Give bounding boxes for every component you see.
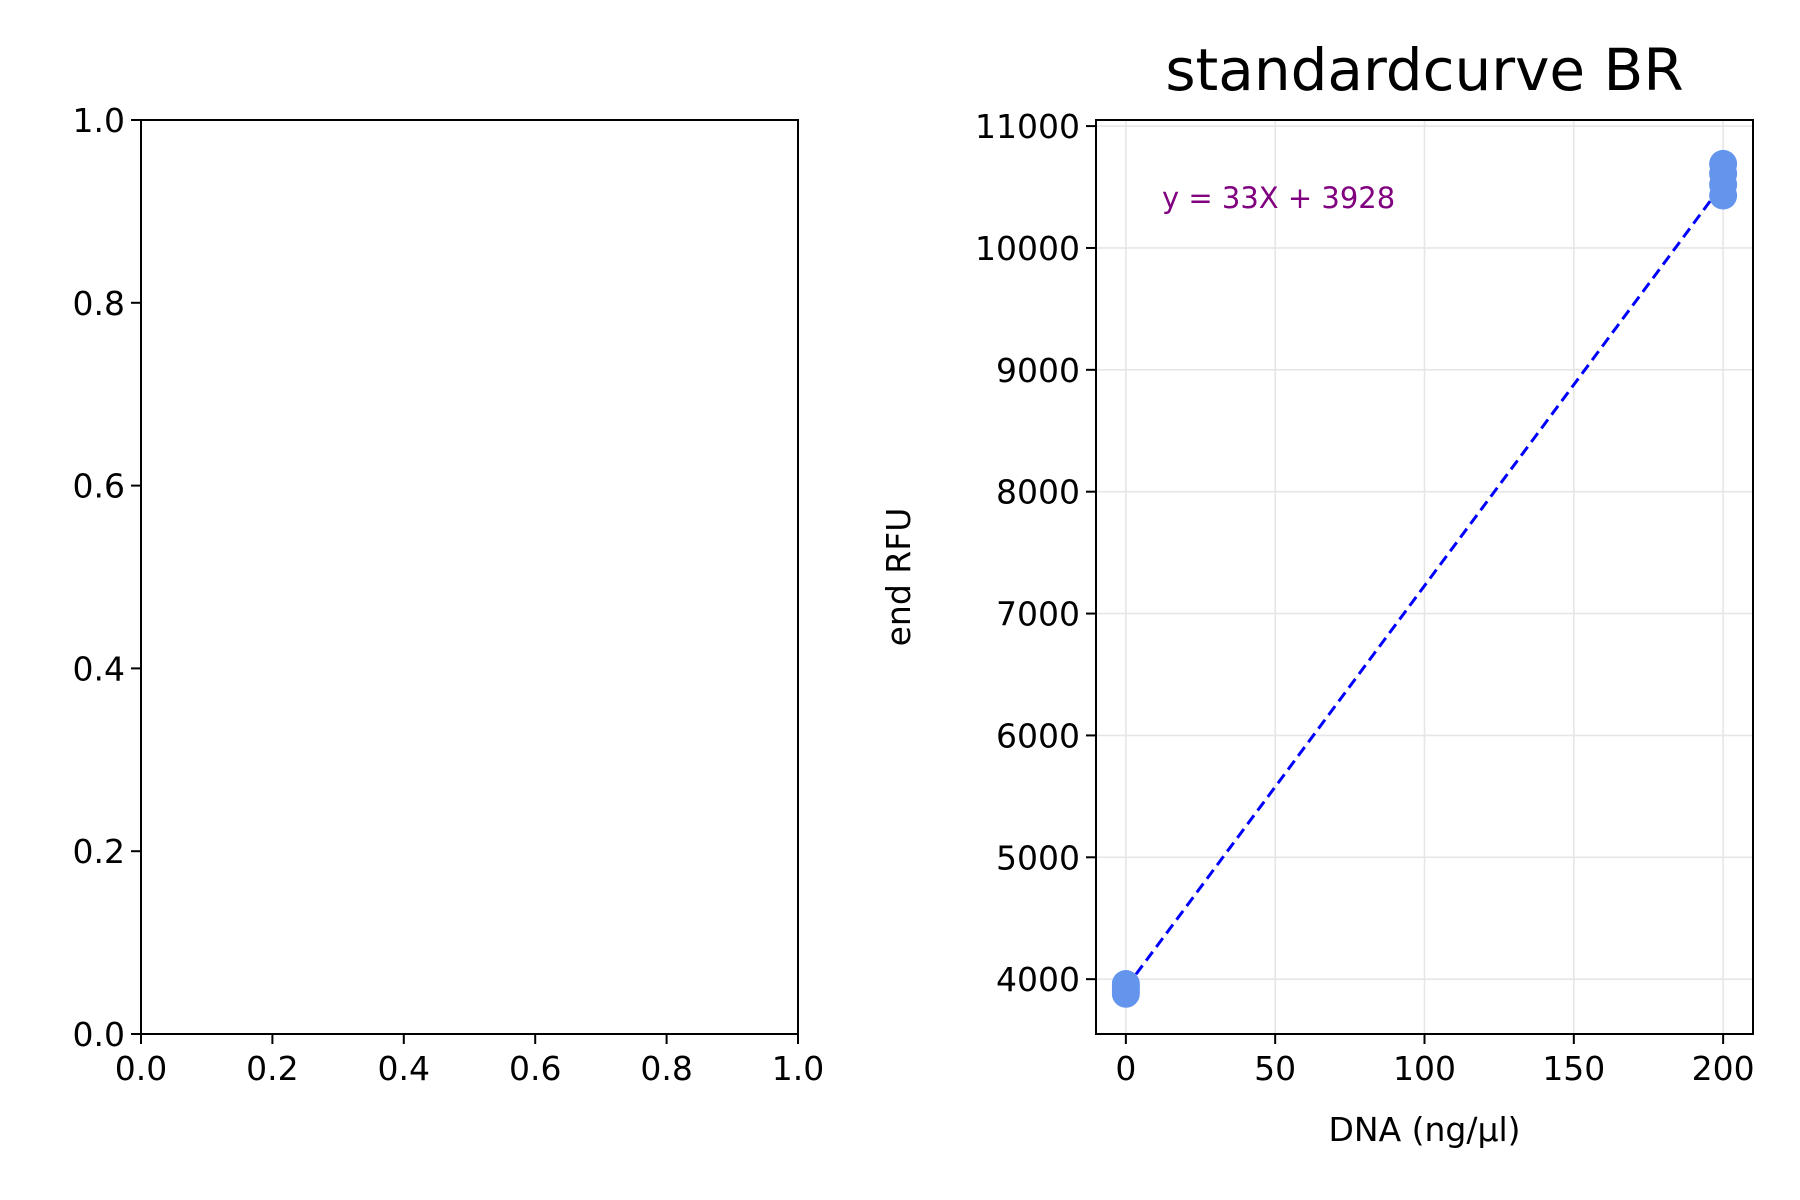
y-tick-label: 10000 bbox=[975, 229, 1080, 268]
x-tick-label: 0.2 bbox=[246, 1049, 298, 1088]
x-tick-label: 50 bbox=[1254, 1049, 1296, 1088]
x-tick-label: 100 bbox=[1393, 1049, 1456, 1088]
right-plot-frame bbox=[1095, 119, 1754, 1035]
x-tick-label: 0.0 bbox=[115, 1049, 167, 1088]
right-chart-title: standardcurve BR bbox=[1165, 36, 1683, 104]
y-tick-label: 0.6 bbox=[73, 467, 125, 506]
y-tick-label: 0.2 bbox=[73, 832, 125, 871]
y-tick-label: 5000 bbox=[996, 838, 1080, 877]
x-tick-label: 0 bbox=[1115, 1049, 1136, 1088]
fit-equation-annotation: y = 33X + 3928 bbox=[1162, 181, 1395, 215]
y-tick-label: 4000 bbox=[996, 960, 1080, 999]
data-points bbox=[1111, 149, 1738, 1008]
y-tick-label: 0.4 bbox=[73, 649, 125, 688]
y-tick-label: 11000 bbox=[975, 107, 1080, 146]
y-tick-label: 0.8 bbox=[73, 284, 125, 323]
right-y-axis-label: end RFU bbox=[879, 508, 918, 647]
y-tick-label: 7000 bbox=[996, 595, 1080, 634]
y-tick-label: 9000 bbox=[996, 351, 1080, 390]
x-tick-label: 1.0 bbox=[772, 1049, 824, 1088]
right-x-axis-label: DNA (ng/µl) bbox=[1328, 1110, 1520, 1149]
y-tick-label: 0.0 bbox=[73, 1015, 125, 1054]
right-grid bbox=[1096, 120, 1753, 1034]
right-x-ticks: 0 50 100 150 200 bbox=[1115, 1034, 1755, 1088]
x-tick-label: 0.6 bbox=[509, 1049, 561, 1088]
x-tick-label: 150 bbox=[1542, 1049, 1605, 1088]
left-x-ticks: 0.0 0.2 0.4 0.6 0.8 1.0 bbox=[115, 1034, 824, 1088]
right-y-ticks: 4000 5000 6000 7000 8000 9000 10000 11000 bbox=[975, 107, 1096, 999]
x-tick-label: 0.8 bbox=[640, 1049, 692, 1088]
right-axes: 0 50 100 150 200 4000 5000 6000 7000 8000 9000 100… bbox=[879, 36, 1755, 1149]
left-y-ticks: 0.0 0.2 0.4 0.6 0.8 1.0 bbox=[73, 101, 141, 1054]
fit-line bbox=[1124, 182, 1725, 989]
x-tick-label: 0.4 bbox=[378, 1049, 430, 1088]
y-tick-label: 8000 bbox=[996, 473, 1080, 512]
data-point bbox=[1111, 970, 1140, 999]
left-plot-frame bbox=[140, 119, 799, 1035]
data-point bbox=[1709, 149, 1738, 178]
x-tick-label: 200 bbox=[1692, 1049, 1755, 1088]
y-tick-label: 1.0 bbox=[73, 101, 125, 140]
left-axes: 0.0 0.2 0.4 0.6 0.8 1.0 0.0 0.2 0.4 0.6 0.8 1.0 bbox=[73, 101, 825, 1088]
y-tick-label: 6000 bbox=[996, 716, 1080, 755]
